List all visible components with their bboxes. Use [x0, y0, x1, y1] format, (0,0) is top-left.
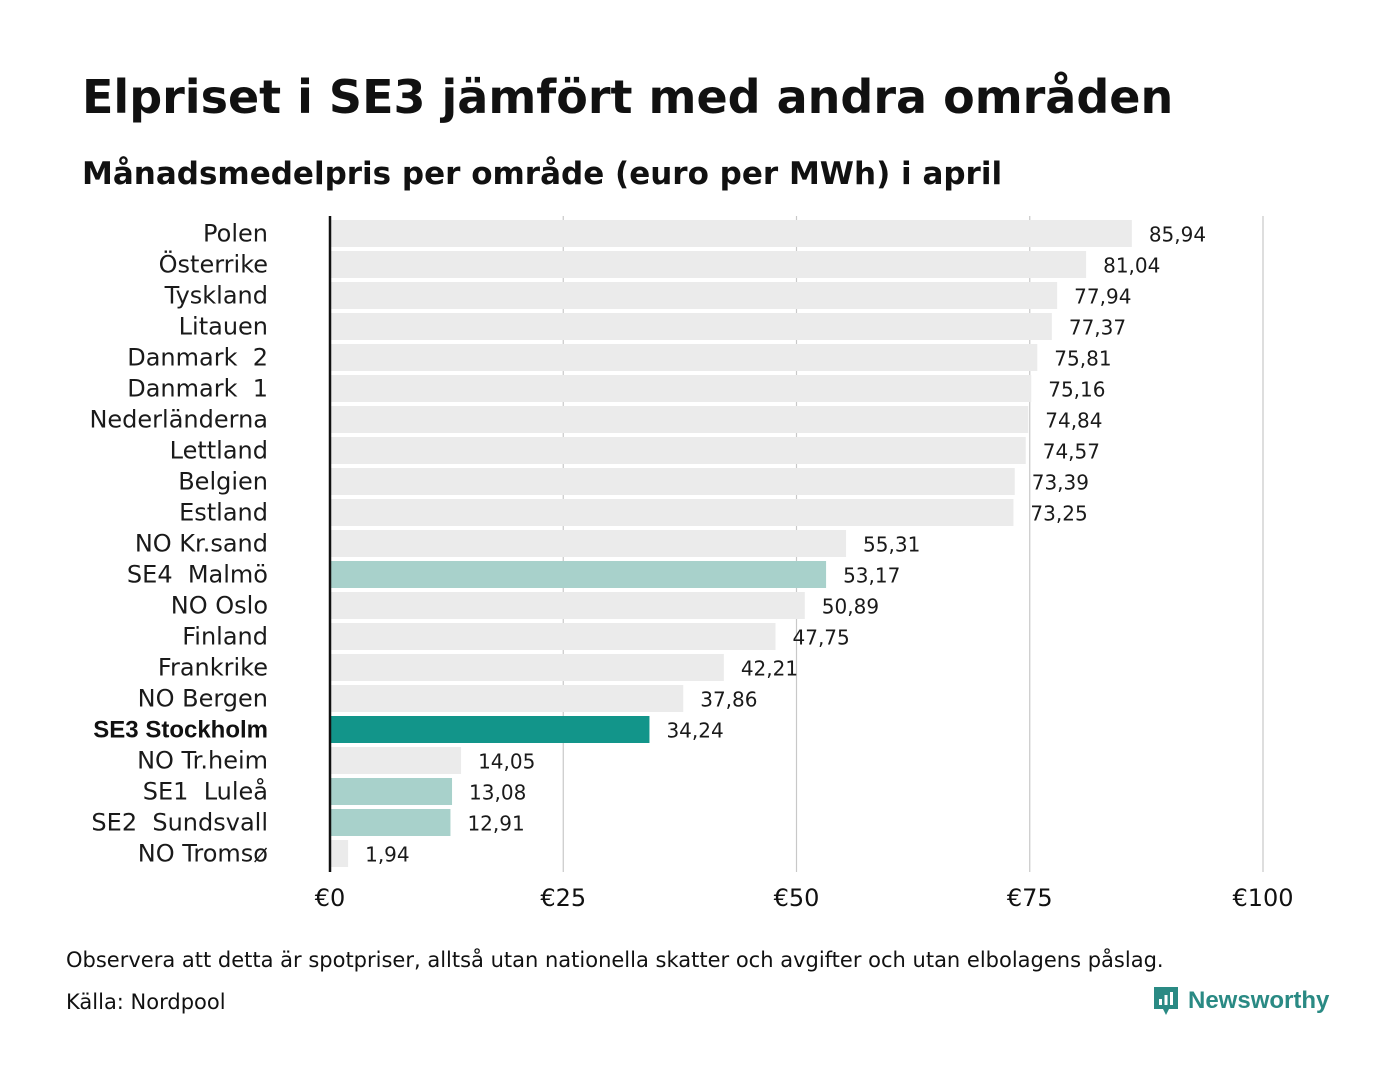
bar [330, 778, 453, 805]
x-tick-label: €50 [774, 884, 820, 912]
value-label: 1,94 [365, 843, 410, 867]
category-label: Danmark 1 [127, 375, 268, 403]
bar [330, 406, 1029, 433]
category-label: SE3 Stockholm [93, 717, 268, 744]
category-label: Finland [182, 623, 268, 651]
bar [330, 437, 1026, 464]
brand-name: Newsworthy [1188, 987, 1330, 1014]
newsworthy-logo-icon [1154, 987, 1178, 1015]
bar [330, 344, 1038, 371]
x-tick-label: €25 [540, 884, 586, 912]
chart-subtitle: Månadsmedelpris per område (euro per MWh… [82, 156, 1003, 192]
category-label: NO Tr.heim [137, 747, 268, 775]
value-label: 85,94 [1149, 223, 1206, 247]
bar [330, 716, 650, 743]
value-label: 73,39 [1032, 471, 1089, 495]
value-label: 75,81 [1054, 347, 1111, 371]
chart-title: Elpriset i SE3 jämfört med andra områden [82, 70, 1174, 124]
bar [330, 561, 827, 588]
bar [330, 375, 1032, 402]
bar-chart: €0 €25 €50 €75 €100 Polen 85,94 Österrike 81,04 T… [89, 216, 1294, 913]
category-label: Österrike [159, 250, 268, 279]
value-label: 81,04 [1103, 254, 1160, 278]
value-label: 14,05 [478, 750, 535, 774]
category-label: SE4 Malmö [127, 561, 268, 589]
category-label: Danmark 2 [127, 344, 268, 372]
category-label: Litauen [179, 313, 268, 341]
value-label: 42,21 [741, 657, 798, 681]
bar [330, 685, 684, 712]
category-label: NO Bergen [138, 685, 268, 713]
category-label: NO Tromsø [138, 840, 268, 868]
bar [330, 654, 724, 681]
bar [330, 220, 1132, 247]
bar [330, 468, 1015, 495]
value-label: 74,84 [1045, 409, 1102, 433]
category-label: SE1 Luleå [143, 777, 268, 806]
footnote: Observera att detta är spotpriser, allts… [66, 948, 1164, 972]
value-label: 75,16 [1048, 378, 1105, 402]
value-label: 50,89 [822, 595, 879, 619]
x-tick-label: €75 [1007, 884, 1053, 912]
bar [330, 840, 349, 867]
bar [330, 747, 462, 774]
value-label: 34,24 [666, 719, 723, 743]
bar [330, 313, 1052, 340]
bar [330, 623, 776, 650]
value-label: 55,31 [863, 533, 920, 557]
category-label: Frankrike [158, 654, 268, 682]
category-label: NO Kr.sand [135, 530, 268, 558]
value-label: 47,75 [793, 626, 850, 650]
category-label: Nederländerna [89, 406, 268, 434]
category-label: SE2 Sundsvall [91, 809, 268, 837]
brand-logo: Newsworthy [1152, 985, 1329, 1017]
x-tick-label: €0 [315, 884, 346, 912]
bar [330, 809, 451, 836]
value-label: 37,86 [700, 688, 757, 712]
value-label: 77,37 [1069, 316, 1126, 340]
source-note: Källa: Nordpool [66, 990, 226, 1014]
category-label: Belgien [178, 468, 268, 496]
category-label: Lettland [170, 437, 268, 465]
value-label: 74,57 [1043, 440, 1100, 464]
labels: €0 €25 €50 €75 €100 Polen 85,94 Österrike 81,04 T… [89, 220, 1293, 913]
category-label: Polen [203, 220, 268, 248]
x-tick-label: €100 [1232, 884, 1293, 912]
value-label: 77,94 [1074, 285, 1131, 309]
bar [330, 499, 1014, 526]
bar [330, 251, 1087, 278]
category-label: Estland [179, 499, 268, 527]
bar [330, 530, 847, 557]
value-label: 13,08 [469, 781, 526, 805]
value-label: 12,91 [467, 812, 524, 836]
value-label: 53,17 [843, 564, 900, 588]
bar [330, 592, 805, 619]
category-label: Tyskland [164, 282, 268, 310]
category-label: NO Oslo [171, 592, 268, 620]
bar [330, 282, 1058, 309]
value-label: 73,25 [1030, 502, 1087, 526]
bars [330, 220, 1132, 867]
